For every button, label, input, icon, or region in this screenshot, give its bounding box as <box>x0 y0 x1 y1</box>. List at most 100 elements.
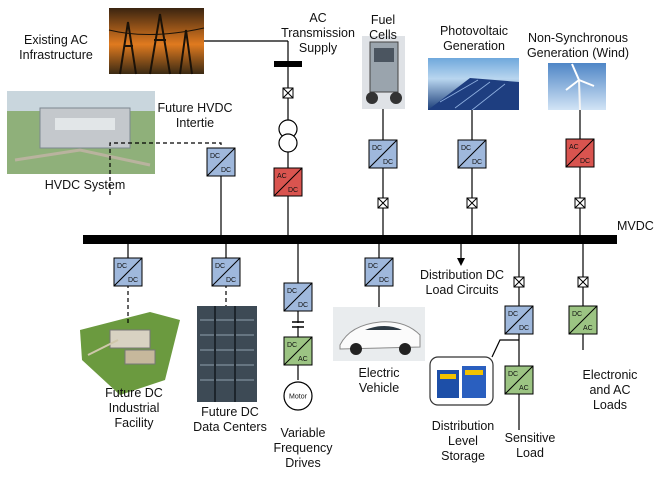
label-line: Industrial <box>109 401 160 415</box>
label-line: Non-Synchronous <box>528 31 628 45</box>
label-vfd: Variable Frequency Drives <box>273 426 333 470</box>
label-line: and AC <box>589 383 630 397</box>
data-centers-photo <box>197 306 257 402</box>
label-line: Load <box>516 446 544 460</box>
converter-output-label: AC <box>298 356 308 363</box>
storage-photo <box>429 356 494 406</box>
converter-output-label: DC <box>128 277 138 284</box>
label-line: Future DC <box>201 405 259 419</box>
converter-output-label: DC <box>221 167 231 174</box>
label-line: Level <box>448 434 478 448</box>
label-line: Load Circuits <box>426 283 499 297</box>
label-line: AC <box>309 11 326 25</box>
label-industrial: Future DC Industrial Facility <box>105 386 163 430</box>
converters: DCDCACDCDCDCDCDCACDCDCDCDCDCDCDCDCACDCDC… <box>113 138 598 395</box>
label-line: Frequency <box>273 441 333 455</box>
breakers <box>282 87 589 288</box>
converter-input-label: DC <box>287 342 297 349</box>
converter-input-label: DC <box>210 153 220 160</box>
label-fuel-cells: Fuel Cells <box>369 13 397 42</box>
label-storage: Distribution Level Storage <box>432 419 495 463</box>
transformer-icon <box>278 119 298 153</box>
converter-output-label: DC <box>298 302 308 309</box>
converter-input-label: DC <box>508 371 518 378</box>
converter-input-label: DC <box>508 311 518 318</box>
label-electronic: Electronic and AC Loads <box>583 368 638 412</box>
label-wind: Non-Synchronous Generation (Wind) <box>527 31 629 60</box>
converter-output-label: DC <box>580 158 590 165</box>
distribution-load-arrow <box>457 258 465 266</box>
label-photovoltaic: Photovoltaic Generation <box>440 24 508 53</box>
label-hvdc-intertie: Future HVDC Intertie <box>157 101 232 130</box>
label-ac-infra: Existing AC Infrastructure <box>19 33 93 62</box>
label-mvdc: MVDC <box>617 219 654 233</box>
label-hvdc-system: HVDC System <box>45 178 126 192</box>
converter-output-label: DC <box>226 277 236 284</box>
dashed-links <box>109 142 227 325</box>
hvdc-system-photo <box>7 91 155 174</box>
label-ac-transmission: AC Transmission Supply <box>281 11 355 55</box>
label-line: Existing AC <box>24 33 88 47</box>
label-line: Photovoltaic <box>440 24 508 38</box>
label-line: Drives <box>285 456 320 470</box>
label-line: Fuel <box>371 13 395 27</box>
breaker-wind <box>574 197 586 209</box>
converter-output-label: DC <box>288 187 298 194</box>
photovoltaic-photo <box>428 58 519 111</box>
motor-label: Motor <box>289 394 308 401</box>
converter-input-label: DC <box>372 145 382 152</box>
breaker-storage <box>513 276 525 288</box>
breaker-ac-supply <box>282 87 294 99</box>
converter-input-label: DC <box>287 288 297 295</box>
wind-photo <box>548 63 606 111</box>
converter-output-label: DC <box>519 325 529 332</box>
breaker-electronic <box>577 276 589 288</box>
label-dist-dc-load: Distribution DC Load Circuits <box>420 268 504 297</box>
industrial-facility-photo <box>80 312 180 395</box>
mvdc-bus <box>83 235 617 244</box>
converter-input-label: DC <box>461 145 471 152</box>
label-line: Vehicle <box>359 381 399 395</box>
converter-input-label: AC <box>569 144 579 151</box>
converter-input-label: AC <box>277 173 287 180</box>
label-ev: Electric Vehicle <box>359 366 400 395</box>
converter-input-label: DC <box>117 263 127 270</box>
label-line: Distribution DC <box>420 268 504 282</box>
label-line: Variable <box>281 426 326 440</box>
label-line: Sensitive <box>505 431 556 445</box>
label-line: MVDC <box>617 219 654 233</box>
label-line: Generation (Wind) <box>527 46 629 60</box>
label-line: Future HVDC <box>157 101 232 115</box>
label-line: Data Centers <box>193 420 267 434</box>
label-line: Electronic <box>583 368 638 382</box>
converter-output-label: AC <box>583 325 593 332</box>
label-line: Facility <box>115 416 155 430</box>
label-line: HVDC System <box>45 178 126 192</box>
label-line: Future DC <box>105 386 163 400</box>
converter-output-label: DC <box>472 159 482 166</box>
breaker-fuel <box>377 197 389 209</box>
converter-input-label: DC <box>215 263 225 270</box>
converter-input-label: DC <box>572 311 582 318</box>
converter-output-label: DC <box>379 277 389 284</box>
label-line: Infrastructure <box>19 48 93 62</box>
transmission-bus-bar <box>274 61 302 67</box>
label-line: Cells <box>369 28 397 42</box>
label-line: Supply <box>299 41 338 55</box>
label-line: Storage <box>441 449 485 463</box>
ac-infrastructure-photo <box>108 8 205 75</box>
label-line: Intertie <box>176 116 214 130</box>
label-line: Generation <box>443 39 505 53</box>
motor-icon: Motor <box>283 381 313 411</box>
